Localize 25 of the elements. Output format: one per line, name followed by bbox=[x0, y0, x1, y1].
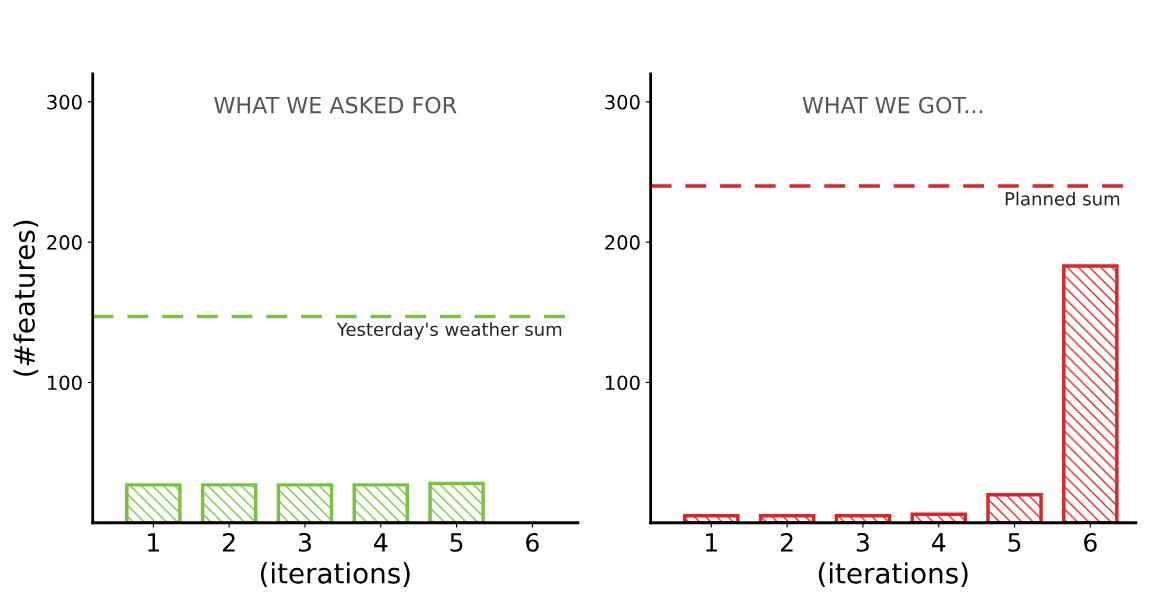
x-tick-label: 3 bbox=[298, 532, 311, 552]
y-tick-label: 200 bbox=[47, 235, 82, 250]
x-tick-label: 1 bbox=[706, 533, 717, 552]
y-tick-label: 100 bbox=[605, 375, 640, 391]
x-tick-label: 4 bbox=[374, 533, 388, 552]
x-axis-title: (iterations) bbox=[260, 562, 410, 587]
x-tick-label: 4 bbox=[931, 533, 946, 552]
ref-line-label: Yesterday's weather sum bbox=[336, 322, 562, 340]
x-tick-label: 5 bbox=[450, 533, 463, 552]
x-tick-label: 3 bbox=[856, 532, 869, 552]
text: WHAT WE ASKED FOR bbox=[214, 96, 457, 114]
x-tick-label: 5 bbox=[1008, 533, 1021, 552]
ref-line-label: Planned sum bbox=[1005, 191, 1120, 206]
y-tick-label: 200 bbox=[605, 235, 640, 250]
y-tick-label: 100 bbox=[48, 375, 82, 391]
y-tick-label: 300 bbox=[605, 94, 640, 110]
y-axis-title: (#features) bbox=[13, 220, 39, 376]
x-tick-label: 2 bbox=[223, 532, 235, 552]
x-axis-title: (iterations) bbox=[818, 562, 968, 587]
text: WHAT WE GOT... bbox=[802, 96, 983, 114]
x-tick-label: 1 bbox=[148, 533, 160, 552]
x-tick-label: 6 bbox=[1084, 532, 1097, 552]
y-tick-label: 300 bbox=[47, 94, 82, 110]
x-tick-label: 2 bbox=[780, 532, 793, 552]
x-tick-label: 6 bbox=[526, 532, 539, 552]
